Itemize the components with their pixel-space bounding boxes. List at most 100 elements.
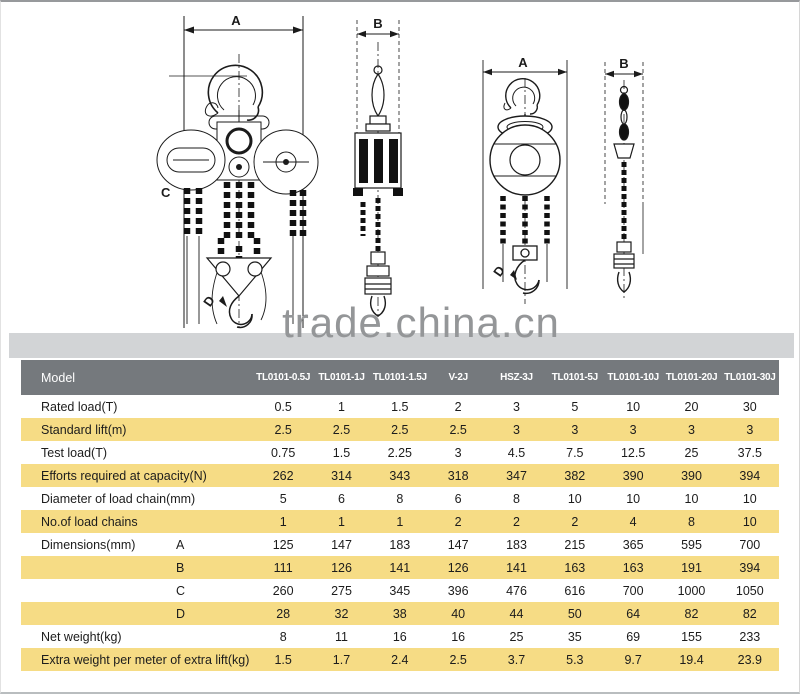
table-cell: 390 bbox=[681, 468, 702, 483]
table-cell: 2.25 bbox=[387, 445, 412, 460]
row-label-cell: Standard lift(m) bbox=[21, 423, 254, 437]
table-cell: 347 bbox=[506, 468, 527, 483]
table-header-row: Model TL0101-0.5J TL0101-1J TL0101-1.5J V-2… bbox=[21, 360, 779, 395]
table-cell: 16 bbox=[392, 629, 407, 644]
table-cell: 3 bbox=[513, 399, 520, 414]
dimension-letter: D bbox=[176, 606, 186, 621]
table-cell: 3 bbox=[688, 422, 695, 437]
dimension-letter: B bbox=[176, 560, 185, 575]
table-cell: 44 bbox=[509, 606, 524, 621]
table-row: Dimensions(mm) A 125 147 183 147 183 215 365 595 7… bbox=[21, 533, 779, 556]
table-cell: 8 bbox=[688, 514, 695, 529]
row-label-cell: Rated load(T) bbox=[21, 400, 254, 414]
table-cell: 37.5 bbox=[737, 445, 762, 460]
table-cell: 8 bbox=[513, 491, 520, 506]
table-cell: 2 bbox=[513, 514, 520, 529]
column-header: TL0101-1.5J bbox=[372, 372, 427, 383]
row-label-cell: Efforts required at capacity(N) bbox=[21, 469, 254, 483]
table-row: Net weight(kg) 8 11 16 16 25 35 69 155 233 bbox=[21, 625, 779, 648]
table-cell: 3 bbox=[629, 422, 637, 437]
row-label-cell: Diameter of load chain(mm) bbox=[21, 492, 254, 506]
table-cell: 5 bbox=[571, 399, 579, 414]
hoist-front-view-small-drawing: A D bbox=[482, 55, 568, 304]
table-cell: 111 bbox=[273, 560, 293, 575]
table-cell: 25 bbox=[509, 629, 524, 644]
table-cell: 7.5 bbox=[566, 445, 584, 460]
table-cell: 35 bbox=[567, 629, 582, 644]
table-cell: 1.5 bbox=[391, 399, 409, 414]
spec-table: Model TL0101-0.5J TL0101-1J TL0101-1.5J V-2… bbox=[21, 360, 779, 671]
table-cell: 10 bbox=[684, 491, 699, 506]
table-cell: 9.7 bbox=[624, 652, 642, 667]
table-cell: 6 bbox=[454, 491, 462, 506]
table-cell: 390 bbox=[622, 468, 644, 483]
table-cell: 343 bbox=[389, 468, 411, 483]
table-cell: 20 bbox=[684, 399, 699, 414]
table-cell: 2.5 bbox=[332, 422, 351, 437]
table-cell: 5 bbox=[279, 491, 287, 506]
table-cell: 10 bbox=[742, 514, 757, 529]
dimension-letter: A bbox=[176, 537, 185, 552]
table-body: Rated load(T) 0.5 1 1.5 2 3 5 10 20 30 Standard li… bbox=[21, 395, 779, 671]
table-cell: 2.5 bbox=[449, 422, 467, 437]
table-cell: 215 bbox=[564, 537, 586, 552]
table-cell: 125 bbox=[272, 537, 294, 552]
table-cell: 0.75 bbox=[270, 445, 296, 460]
dimension-label-b: B bbox=[373, 16, 382, 31]
table-cell: 2 bbox=[454, 399, 462, 414]
row-label: Efforts required at capacity(N) bbox=[41, 468, 207, 483]
table-cell: 260 bbox=[272, 583, 294, 598]
dimension-label-c: C bbox=[161, 185, 171, 200]
table-row: Extra weight per meter of extra lift(kg)… bbox=[21, 648, 779, 671]
column-header: TL0101-5J bbox=[551, 372, 599, 383]
watermark-text: trade.china.cn bbox=[282, 299, 560, 346]
table-cell: 5.3 bbox=[566, 652, 584, 667]
row-label-cell: Test load(T) bbox=[21, 446, 254, 460]
table-cell: 345 bbox=[389, 583, 411, 598]
table-cell: 10 bbox=[742, 491, 757, 506]
table-cell: 1.7 bbox=[332, 652, 351, 667]
table-cell: 365 bbox=[622, 537, 644, 552]
table-cell: 12.5 bbox=[620, 445, 646, 460]
table-cell: 10 bbox=[626, 491, 641, 506]
row-label: Dimensions(mm) bbox=[41, 537, 136, 552]
table-cell: 126 bbox=[331, 560, 352, 575]
table-cell: 183 bbox=[389, 537, 411, 552]
table-cell: 16 bbox=[451, 629, 466, 644]
table-cell: 1 bbox=[396, 514, 404, 529]
table-cell: 8 bbox=[279, 629, 287, 644]
column-header: V-2J bbox=[448, 372, 468, 383]
table-cell: 82 bbox=[684, 606, 699, 621]
table-cell: 30 bbox=[742, 399, 757, 414]
table-cell: 0.5 bbox=[274, 399, 292, 414]
table-cell: 8 bbox=[396, 491, 404, 506]
table-cell: 394 bbox=[739, 468, 761, 483]
table-cell: 2.5 bbox=[391, 422, 409, 437]
row-label: Extra weight per meter of extra lift(kg) bbox=[41, 652, 250, 667]
table-cell: 155 bbox=[681, 629, 702, 644]
table-cell: 2 bbox=[454, 514, 462, 529]
table-cell: 3.7 bbox=[507, 652, 526, 667]
table-row: Standard lift(m) 2.5 2.5 2.5 2.5 3 3 3 3 3 bbox=[21, 418, 779, 441]
table-cell: 1 bbox=[338, 514, 345, 529]
table-cell: 38 bbox=[392, 606, 407, 621]
table-cell: 396 bbox=[447, 583, 469, 598]
row-label: Rated load(T) bbox=[41, 399, 118, 414]
table-cell: 262 bbox=[272, 468, 294, 483]
row-label-cell: No.of load chains bbox=[21, 515, 254, 529]
table-cell: 700 bbox=[739, 537, 761, 552]
dimension-label-b: B bbox=[619, 56, 628, 71]
row-label-cell: Net weight(kg) bbox=[21, 630, 254, 644]
table-cell: 394 bbox=[739, 560, 761, 575]
table-cell: 23.9 bbox=[737, 652, 762, 667]
column-header: TL0101-20J bbox=[665, 372, 718, 383]
table-cell: 2.5 bbox=[274, 422, 292, 437]
table-cell: 3 bbox=[513, 422, 520, 437]
dimension-label-d: D bbox=[490, 263, 508, 279]
table-cell: 183 bbox=[506, 537, 527, 552]
table-cell: 318 bbox=[447, 468, 469, 483]
table-cell: 141 bbox=[506, 560, 527, 575]
table-row: Diameter of load chain(mm) 5 6 8 6 8 10 10 10 10 bbox=[21, 487, 779, 510]
table-cell: 50 bbox=[567, 606, 582, 621]
